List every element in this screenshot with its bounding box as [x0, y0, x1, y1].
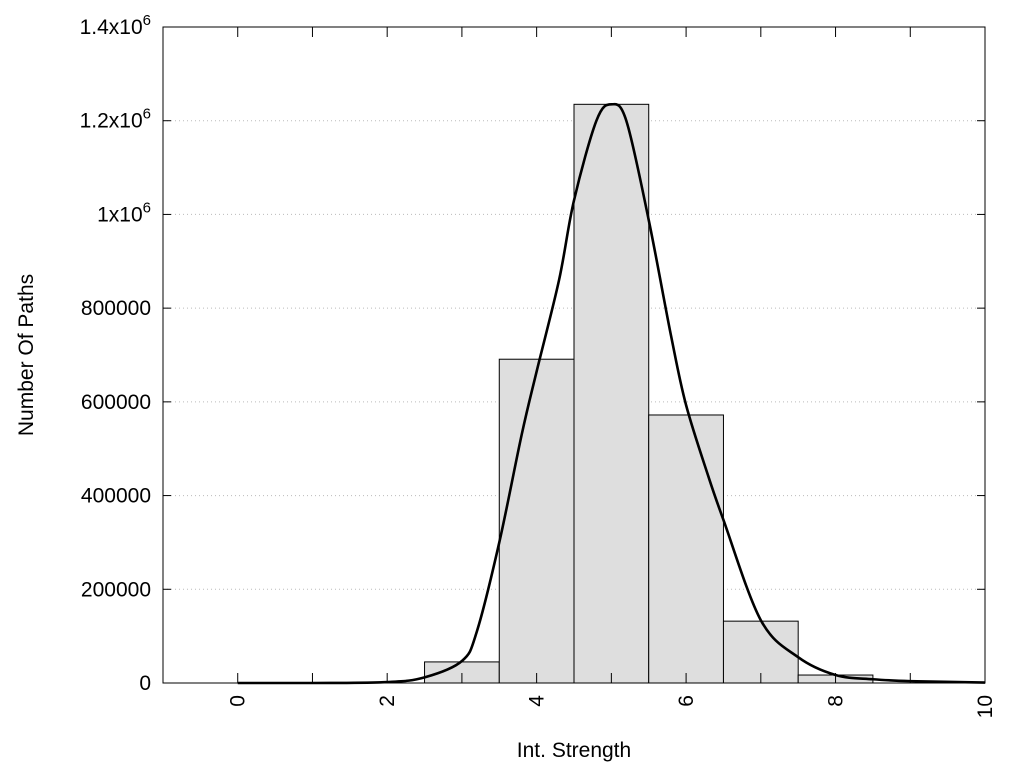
- x-tick-label: 0: [227, 695, 250, 707]
- fit-curve: [237, 102, 986, 685]
- y-tick-label: 600000: [81, 391, 151, 414]
- x-tick-label: 10: [974, 695, 997, 718]
- bars: [424, 103, 874, 684]
- y-tick-label: 400000: [81, 485, 151, 508]
- x-axis: 0 2 4 6 8 10: [227, 27, 997, 718]
- y-tick-label: 1.2x106: [80, 106, 151, 133]
- x-axis-label: Int. Strength: [517, 739, 631, 762]
- y-tick-label: 800000: [81, 297, 151, 320]
- histogram-bar: [648, 414, 724, 684]
- x-tick-label: 4: [526, 695, 549, 707]
- y-axis-label: Number Of Paths: [15, 274, 38, 436]
- x-tick-label: 2: [376, 695, 399, 707]
- x-tick-label: 6: [675, 695, 698, 707]
- plot-frame: [162, 26, 986, 684]
- y-tick-label: 200000: [81, 578, 151, 601]
- histogram-bar: [498, 358, 575, 684]
- histogram-bar: [573, 103, 650, 684]
- grid-lines: [163, 120, 985, 590]
- y-tick-label: 1x106: [97, 199, 151, 226]
- y-axis: 0 200000 400000 600000 800000 1x106 1.2x106 1.4…: [80, 12, 985, 695]
- y-tick-label: 1.4x106: [80, 12, 151, 39]
- x-tick-label: 8: [825, 695, 848, 707]
- y-tick-label: 0: [139, 672, 151, 695]
